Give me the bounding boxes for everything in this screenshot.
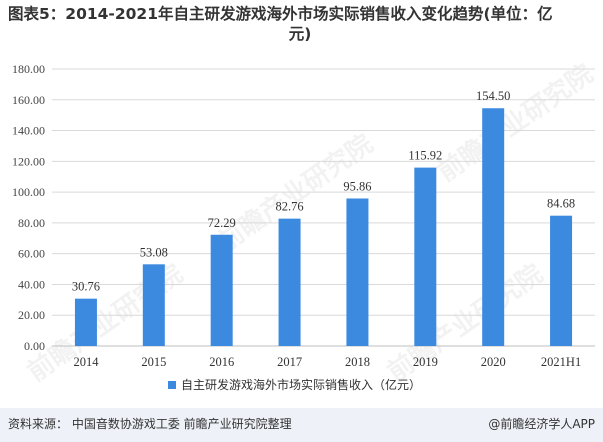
legend-label: 自主研发游戏海外市场实际销售收入（亿元） xyxy=(181,377,421,392)
x-tick-label: 2015 xyxy=(141,355,166,369)
title-line-1: 图表5：2014-2021年自主研发游戏海外市场实际销售收入变化趋势(单位：亿 xyxy=(8,5,553,23)
watermark-text: 前瞻产业研究院 xyxy=(382,258,548,387)
bars xyxy=(74,108,573,346)
bar-2017 xyxy=(278,218,301,346)
value-label: 72.29 xyxy=(208,216,236,230)
title-line-2: 元) xyxy=(288,25,312,43)
footer-bar xyxy=(0,408,603,442)
bar-2019 xyxy=(414,167,437,346)
x-tick-label: 2019 xyxy=(413,355,438,369)
watermark-text: 前瞻产业研究院 xyxy=(432,58,598,187)
y-tick-label: 160.00 xyxy=(12,93,45,107)
chart-title: 图表5：2014-2021年自主研发游戏海外市场实际销售收入变化趋势(单位：亿 … xyxy=(8,4,598,44)
y-tick-label: 40.00 xyxy=(18,277,45,291)
bar-2015 xyxy=(142,264,165,346)
bar-2014 xyxy=(74,298,97,346)
credit-note: @前瞻经济学人APP xyxy=(488,417,595,431)
value-label: 53.08 xyxy=(140,245,168,259)
legend-swatch xyxy=(168,381,176,389)
y-tick-label: 0.00 xyxy=(24,339,45,353)
x-tick-label: 2016 xyxy=(209,355,234,369)
y-tick-label: 120.00 xyxy=(12,154,45,168)
y-tick-label: 20.00 xyxy=(18,308,45,322)
x-axis: 2014 2015 2016 2017 2018 2019 2020 2021H1 xyxy=(73,355,581,369)
value-label: 115.92 xyxy=(408,149,442,163)
y-tick-label: 140.00 xyxy=(12,124,45,138)
value-label: 82.76 xyxy=(276,200,304,214)
value-label: 154.50 xyxy=(476,89,510,103)
value-label: 30.76 xyxy=(72,280,100,294)
y-tick-label: 100.00 xyxy=(12,185,45,199)
legend: 自主研发游戏海外市场实际销售收入（亿元） xyxy=(168,377,421,392)
y-axis: 0.00 20.00 40.00 60.00 80.00 100.00 120.00 140.… xyxy=(12,62,45,353)
y-tick-label: 60.00 xyxy=(18,247,45,261)
x-tick-label: 2020 xyxy=(481,355,506,369)
x-tick-label: 2014 xyxy=(73,355,99,369)
bar-2016 xyxy=(210,234,233,346)
value-labels: 30.76 53.08 72.29 82.76 95.86 115.92 154.50 84.… xyxy=(72,89,575,293)
bar-2021H1 xyxy=(550,215,573,346)
x-tick-label: 2021H1 xyxy=(541,355,581,369)
x-tick-label: 2017 xyxy=(277,355,302,369)
source-note: 资料来源： 中国音数协游戏工委 前瞻产业研究院整理 xyxy=(8,417,292,431)
value-label: 95.86 xyxy=(343,179,371,193)
gridlines xyxy=(52,68,595,347)
bar-2018 xyxy=(346,198,369,346)
x-tick-label: 2018 xyxy=(345,355,370,369)
value-label: 84.68 xyxy=(547,197,575,211)
y-tick-label: 80.00 xyxy=(18,216,45,230)
bar-2020 xyxy=(482,108,505,346)
y-tick-label: 180.00 xyxy=(12,62,45,76)
